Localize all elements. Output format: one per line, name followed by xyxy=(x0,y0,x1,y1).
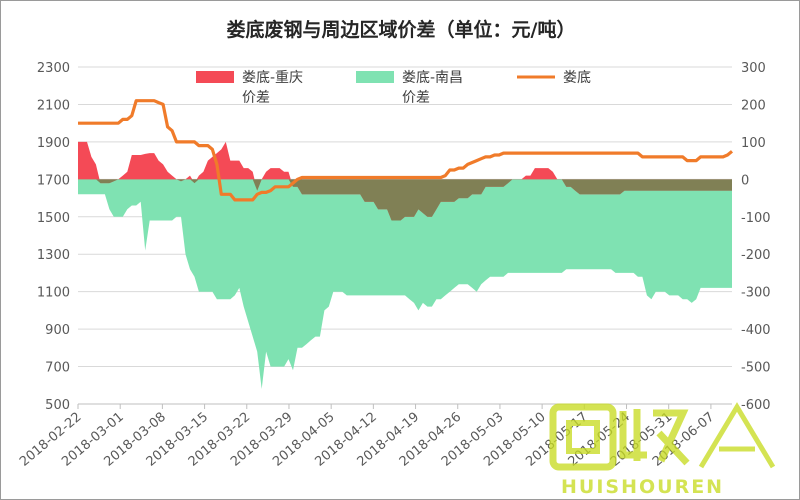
right-axis-tick-label: 200 xyxy=(741,98,766,113)
left-axis-tick-label: 900 xyxy=(45,323,70,338)
right-axis-tick-label: -600 xyxy=(741,398,771,413)
left-axis-tick-label: 1900 xyxy=(37,136,70,151)
left-axis-tick-label: 1700 xyxy=(37,173,70,188)
left-axis-tick-label: 1300 xyxy=(37,248,70,263)
right-axis-tick-label: -400 xyxy=(741,323,771,338)
legend-label: 娄底-南昌价差 xyxy=(402,70,463,106)
legend-swatch xyxy=(356,71,394,83)
legend-label: 娄底 xyxy=(563,70,591,86)
right-axis-tick-label: -100 xyxy=(741,211,771,226)
logo-mark xyxy=(549,402,776,471)
legend-label: 娄底-重庆价差 xyxy=(242,70,303,106)
left-axis-tick-label: 1500 xyxy=(37,211,70,226)
left-axis-tick-label: 1100 xyxy=(37,286,70,301)
left-axis-tick-label: 500 xyxy=(45,398,70,413)
legend: 娄底-重庆价差 娄底-南昌价差 娄底 xyxy=(196,70,591,106)
logo-wordmark: HUISHOUREN xyxy=(561,476,724,498)
right-axis-tick-label: -200 xyxy=(741,248,771,263)
line-layer xyxy=(78,99,734,202)
area-layer xyxy=(78,141,732,389)
huishouren-logo: HUISHOUREN xyxy=(549,402,776,498)
right-axis-tick-label: 0 xyxy=(741,173,749,188)
left-axis-tick-label: 700 xyxy=(45,361,70,376)
chart-title: 娄底废钢与周边区域价差（单位：元/吨） xyxy=(227,18,576,41)
right-axis-tick-label: -500 xyxy=(741,361,771,376)
right-axis-tick-label: -300 xyxy=(741,286,771,301)
right-axis-tick-label: 300 xyxy=(741,61,766,76)
left-axis-tick-label: 2100 xyxy=(37,98,70,113)
series-line-loudi xyxy=(78,99,734,202)
right-axis-tick-label: 100 xyxy=(741,136,766,151)
series-area-loudi-nanchang xyxy=(78,179,732,389)
legend-swatch xyxy=(196,71,234,83)
left-axis-tick-label: 2300 xyxy=(37,61,70,76)
series-area-overlap xyxy=(78,179,732,221)
